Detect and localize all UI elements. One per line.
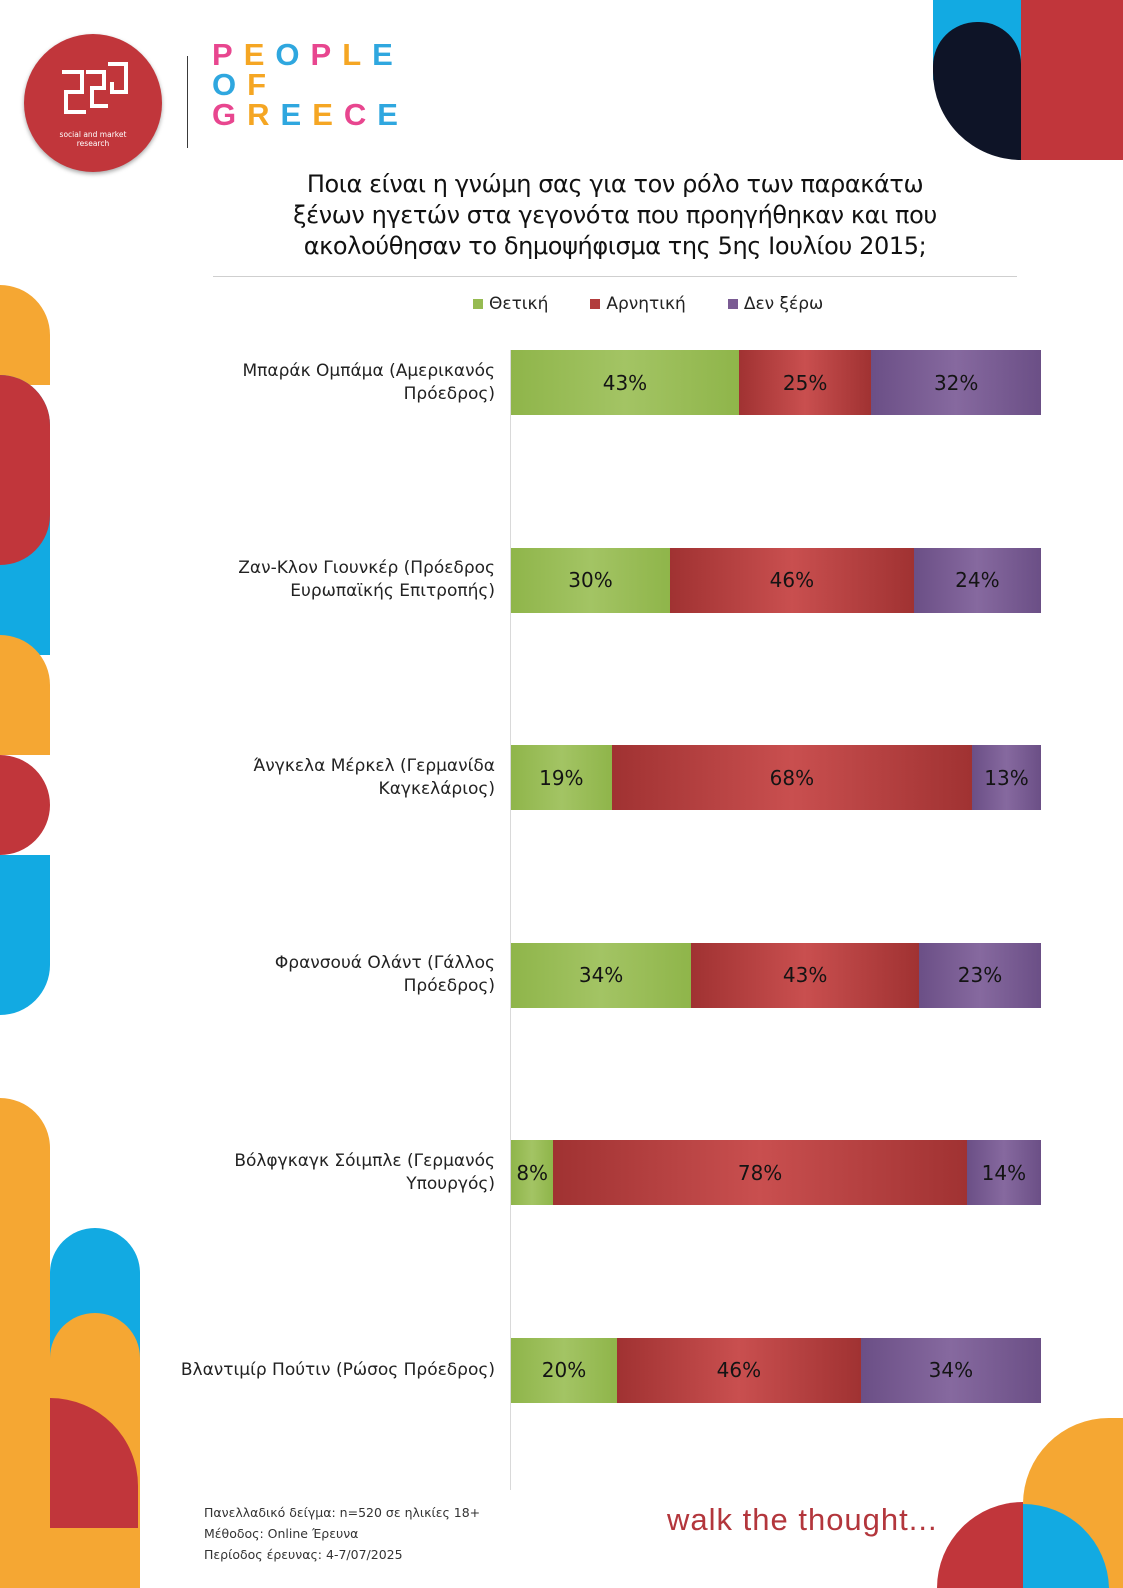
chart-title: Ποια είναι η γνώμη σας για τον ρόλο των … <box>200 169 1030 262</box>
bar-segment: 23% <box>919 942 1041 1008</box>
bar-segment: 68% <box>611 745 973 810</box>
decor-bottom-right <box>937 1418 1123 1588</box>
brand-letter: L <box>342 37 373 72</box>
category-label-line: Ευρωπαϊκής Επιτροπής) <box>290 581 495 601</box>
legend-label: Αρνητική <box>606 294 686 314</box>
category-label-line: Καγκελάριος) <box>378 778 495 799</box>
legend-item: Αρνητική <box>590 294 686 314</box>
legend-item: Δεν ξέρω <box>727 294 824 314</box>
brand-letter: E <box>312 97 344 132</box>
logo-mark-icon <box>62 62 128 114</box>
bar-segment: 24% <box>913 547 1041 613</box>
category-label-line: Μπαράκ Ομπάμα (Αμερικανός <box>242 360 495 381</box>
brand-letter: O <box>212 67 248 102</box>
bar-segment: 46% <box>670 547 914 613</box>
legend-swatch <box>727 299 738 309</box>
brand-letter: G <box>212 97 248 132</box>
chart-title-line: ξένων ηγετών στα γεγονότα που προηγήθηκα… <box>293 201 937 229</box>
bar-segment: 13% <box>972 745 1041 810</box>
brand-name-line: OF <box>212 67 409 102</box>
brand-letter: F <box>247 67 278 102</box>
tagline: walk the thought... <box>667 1502 938 1537</box>
chart-title-line: Ποια είναι η γνώμη σας για τον ρόλο των … <box>306 170 924 198</box>
category-label: Φρανσουά Ολάντ (Γάλλος Πρόεδρος) <box>140 952 495 998</box>
bar-row: 34% 43% 23% <box>511 942 1041 1008</box>
bar-segment: 30% <box>511 547 670 613</box>
bar-segment: 19% <box>511 745 612 810</box>
legend-swatch <box>590 299 601 309</box>
logo-caption: social and market research <box>24 130 162 148</box>
bar-row: 30% 46% 24% <box>511 547 1041 613</box>
brand-letter: P <box>212 37 244 72</box>
legend-label: Θετική <box>489 294 549 314</box>
category-label: Βλαντιμίρ Πούτιν (Ρώσος Πρόεδρος) <box>140 1359 495 1382</box>
bar-row: 8% 78% 14% <box>511 1140 1041 1205</box>
category-label-line: Άνγκελα Μέρκελ (Γερμανίδα <box>253 755 496 776</box>
logo-caption-line2: research <box>76 139 110 148</box>
chart-title-line: ακολούθησαν το δημοψήφισμα της 5ης Ιουλί… <box>303 232 927 260</box>
method-note: Μέθοδος: Online Έρευνα <box>204 1526 359 1541</box>
bar-segment: 34% <box>511 942 692 1008</box>
decor-left-column <box>0 285 50 1015</box>
category-label-line: Βόλφγκαγκ Σόιμπλε (Γερμανός <box>234 1150 495 1171</box>
category-label: Μπαράκ Ομπάμα (Αμερικανός Πρόεδρος) <box>140 360 495 406</box>
legend-item: Θετική <box>473 294 548 314</box>
category-label-line: Πρόεδρος) <box>403 383 495 404</box>
bar-row: 20% 46% 34% <box>511 1337 1041 1403</box>
category-label-line: Υπουργός) <box>406 1173 495 1194</box>
bar-row: 19% 68% 13% <box>511 745 1041 810</box>
bar-row: 43% 25% 32% <box>511 350 1041 415</box>
logo-divider <box>187 56 188 148</box>
bar-segment: 34% <box>860 1337 1041 1403</box>
bar-segment: 8% <box>511 1140 554 1205</box>
people-of-greece-logo: PEOPLE OF GREECE <box>212 37 409 132</box>
legend-swatch <box>473 299 483 309</box>
brand-letter: O <box>275 37 311 72</box>
bar-segment: 14% <box>966 1140 1041 1205</box>
bar-segment: 46% <box>617 1337 861 1403</box>
brand-letter: E <box>377 97 409 132</box>
bar-segment: 20% <box>511 1337 617 1403</box>
bar-segment: 43% <box>691 942 920 1008</box>
title-divider <box>213 276 1017 277</box>
category-label: Βόλφγκαγκ Σόιμπλε (Γερμανός Υπουργός) <box>140 1150 495 1196</box>
brand-name-line: PEOPLE <box>212 37 409 72</box>
methodology-notes: Πανελλαδικό δείγμα: n=520 σε ηλικίες 18+… <box>204 1502 480 1565</box>
chart-axis-line <box>510 350 511 1490</box>
brand-letter: C <box>343 97 378 132</box>
brand-letter: P <box>310 37 343 72</box>
category-label: Ζαν-Κλον Γιουνκέρ (Πρόεδρος Ευρωπαϊκής Επ… <box>140 557 495 603</box>
category-label-line: Φρανσουά Ολάντ (Γάλλος <box>274 953 495 973</box>
decor-top-right <box>933 0 1123 160</box>
brand-letter: R <box>247 97 281 132</box>
company-logo: social and market research <box>24 34 162 172</box>
brand-letter: E <box>372 37 404 72</box>
logo-caption-line1: social and market <box>59 130 127 139</box>
chart-legend: Θετική Αρνητική Δεν ξέρω <box>473 294 823 314</box>
legend-label: Δεν ξέρω <box>743 294 824 314</box>
bar-segment: 25% <box>738 350 872 415</box>
sample-note: Πανελλαδικό δείγμα: n=520 σε ηλικίες 18+ <box>204 1505 481 1520</box>
category-label-line: Πρόεδρος) <box>403 976 495 996</box>
brand-letter: E <box>243 37 276 72</box>
bar-segment: 78% <box>553 1140 967 1205</box>
bar-segment: 32% <box>871 350 1041 415</box>
category-label-line: Βλαντιμίρ Πούτιν (Ρώσος Πρόεδρος) <box>180 1359 495 1380</box>
brand-letter: E <box>280 97 313 132</box>
period-note: Περίοδος έρευνας: 4-7/07/2025 <box>204 1547 403 1562</box>
brand-name-line: GREECE <box>212 97 409 132</box>
category-label: Άνγκελα Μέρκελ (Γερμανίδα Καγκελάριος) <box>140 755 496 801</box>
decor-bottom-left <box>0 1098 140 1588</box>
bar-segment: 43% <box>511 350 739 415</box>
category-label-line: Ζαν-Κλον Γιουνκέρ (Πρόεδρος <box>238 558 495 578</box>
